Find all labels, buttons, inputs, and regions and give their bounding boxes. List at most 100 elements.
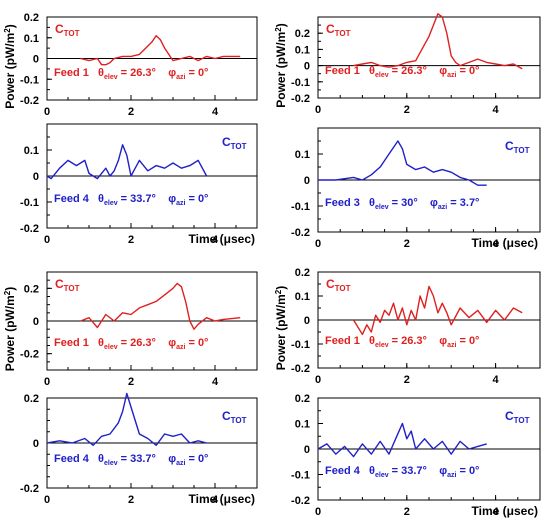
x-tick-label: 2 bbox=[404, 238, 410, 250]
y-axis-label: Power (pW/m2) bbox=[274, 23, 288, 107]
y-tick-label: -0.2 bbox=[20, 483, 39, 495]
ctot-label: CTOT bbox=[505, 139, 530, 155]
x-tick-label: 0 bbox=[315, 238, 321, 250]
y-axis-label: Power (pW/m2) bbox=[3, 24, 17, 108]
panel-7: -0.2 0 0.2 0 2 4 CTOT Feed 4 θelev = 33.7° φazi… bbox=[20, 392, 258, 506]
x-axis-label: Time (μsec) bbox=[189, 232, 255, 246]
x-tick-label: 0 bbox=[44, 494, 50, 506]
x-axis-label: Time (μsec) bbox=[472, 236, 538, 250]
y-tick-label: 0.2 bbox=[295, 28, 310, 40]
x-tick-label: 0 bbox=[44, 106, 50, 118]
y-tick-label: -0.1 bbox=[291, 201, 310, 213]
x-tick-label: 4 bbox=[493, 104, 500, 116]
y-tick-label: 0.2 bbox=[24, 12, 39, 24]
y-tick-label: 0 bbox=[304, 175, 310, 187]
y-tick-label: -0.2 bbox=[20, 95, 39, 107]
y-axis-label: Power (pW/m2) bbox=[3, 287, 17, 371]
feed-annotation: Feed 1 θelev = 26.3° φazi = 0° bbox=[54, 337, 208, 351]
x-tick-label: 4 bbox=[212, 494, 219, 506]
y-tick-label: -0.1 bbox=[291, 470, 310, 482]
y-tick-label: -0.2 bbox=[20, 349, 39, 361]
plot-frame bbox=[317, 16, 541, 99]
x-tick-label: 2 bbox=[404, 104, 410, 116]
y-tick-label: -0.1 bbox=[20, 74, 39, 86]
ctot-label: CTOT bbox=[55, 277, 80, 293]
y-tick-label: -0.2 bbox=[291, 227, 310, 239]
feed-annotation: Feed 1 θelev = 26.3° φazi = 0° bbox=[325, 335, 479, 349]
series-line bbox=[352, 285, 523, 336]
y-tick-label: 0 bbox=[33, 316, 39, 328]
x-tick-label: 2 bbox=[404, 506, 410, 518]
x-axis-label: Time (μsec) bbox=[189, 492, 255, 506]
y-tick-label: 0.1 bbox=[295, 291, 310, 303]
y-tick-label: -0.1 bbox=[291, 77, 310, 89]
x-tick-label: 2 bbox=[128, 376, 134, 388]
y-tick-label: 0 bbox=[304, 61, 310, 73]
feed-annotation: Feed 1 θelev = 26.3° φazi = 0° bbox=[54, 67, 208, 81]
series-line bbox=[80, 282, 241, 330]
ctot-label: CTOT bbox=[326, 22, 351, 38]
x-tick-label: 0 bbox=[44, 376, 50, 388]
x-axis-label: Time (μsec) bbox=[472, 504, 538, 518]
feed-annotation: Feed 4 θelev = 33.7° φazi = 0° bbox=[54, 453, 208, 467]
series-line bbox=[46, 144, 208, 180]
y-tick-label: -0.1 bbox=[291, 339, 310, 351]
feed-annotation: Feed 4 θelev = 33.7° φazi = 0° bbox=[325, 465, 479, 479]
ctot-label: CTOT bbox=[222, 409, 247, 425]
y-tick-label: 0.2 bbox=[24, 283, 39, 295]
series-line bbox=[317, 422, 487, 458]
y-tick-label: 0.2 bbox=[295, 393, 310, 405]
panel-6: -0.2 -0.1 0 0.1 0.2 0 2 4 CTOT Feed 1 θelev = 26.… bbox=[274, 267, 541, 386]
feed-annotation: Feed 1 θelev = 26.3° φazi = 0° bbox=[325, 65, 479, 79]
y-tick-label: 0.1 bbox=[24, 33, 39, 45]
y-tick-label: -0.2 bbox=[20, 223, 39, 235]
series-line bbox=[318, 140, 487, 186]
y-axis-label: Power (pW/m2) bbox=[274, 286, 288, 370]
x-tick-label: 0 bbox=[44, 234, 50, 246]
x-tick-label: 4 bbox=[212, 106, 219, 118]
y-tick-label: -0.1 bbox=[20, 197, 39, 209]
ctot-label: CTOT bbox=[55, 22, 80, 38]
feed-annotation: Feed 4 θelev = 33.7° φazi = 0° bbox=[54, 193, 208, 207]
series-line bbox=[80, 35, 241, 66]
series-line bbox=[46, 392, 207, 446]
y-tick-label: 0.1 bbox=[24, 145, 39, 157]
panel-5: -0.2 0 0.2 0 2 4 CTOT Feed 1 θelev = 26.3° φazi… bbox=[3, 271, 258, 388]
feed-annotation: Feed 3 θelev = 30° φazi = 3.7° bbox=[325, 197, 479, 211]
y-tick-label: 0 bbox=[304, 444, 310, 456]
panel-2: -0.2 -0.1 0 0.1 0.2 0 2 4 CTOT Feed 1 θelev = 26.… bbox=[274, 13, 541, 116]
x-tick-label: 2 bbox=[404, 374, 410, 386]
y-tick-label: 0 bbox=[33, 171, 39, 183]
y-tick-label: 0 bbox=[33, 438, 39, 450]
x-tick-label: 0 bbox=[315, 104, 321, 116]
panel-3: -0.2 -0.1 0 0.1 0 2 4 CTOT Feed 4 θelev = 33.7° … bbox=[20, 123, 258, 246]
series-line bbox=[353, 13, 523, 70]
ctot-label: CTOT bbox=[222, 135, 247, 151]
y-tick-label: 0 bbox=[304, 315, 310, 327]
y-tick-label: -0.2 bbox=[291, 363, 310, 375]
y-tick-label: 0.1 bbox=[295, 419, 310, 431]
panel-8: -0.2 -0.1 0 0.1 0.2 0 2 4 CTOT Feed 4 θelev = 33.… bbox=[291, 393, 541, 518]
x-tick-label: 0 bbox=[315, 374, 321, 386]
ctot-label: CTOT bbox=[326, 277, 351, 293]
x-tick-label: 4 bbox=[493, 238, 500, 250]
y-tick-label: 0.2 bbox=[24, 393, 39, 405]
x-tick-label: 2 bbox=[128, 494, 134, 506]
panel-4: -0.2 -0.1 0 0.1 0 2 4 CTOT Feed 3 θelev = 30° φa… bbox=[291, 127, 541, 250]
x-tick-label: 4 bbox=[493, 506, 500, 518]
y-tick-label: 0.1 bbox=[295, 44, 310, 56]
y-tick-label: 0.1 bbox=[295, 149, 310, 161]
y-tick-label: -0.2 bbox=[291, 495, 310, 507]
ctot-label: CTOT bbox=[505, 409, 530, 425]
y-tick-label: -0.2 bbox=[291, 93, 310, 105]
x-tick-label: 4 bbox=[493, 374, 500, 386]
y-tick-label: 0 bbox=[33, 54, 39, 66]
x-tick-label: 4 bbox=[212, 376, 219, 388]
x-tick-label: 2 bbox=[128, 106, 134, 118]
y-tick-label: 0.2 bbox=[295, 267, 310, 279]
x-tick-label: 0 bbox=[315, 506, 321, 518]
panel-1: -0.2 -0.1 0 0.1 0.2 0 2 4 CTOT Feed 1 θelev = 26.… bbox=[3, 12, 258, 118]
x-tick-label: 2 bbox=[128, 234, 134, 246]
x-tick-label: 4 bbox=[212, 234, 219, 246]
